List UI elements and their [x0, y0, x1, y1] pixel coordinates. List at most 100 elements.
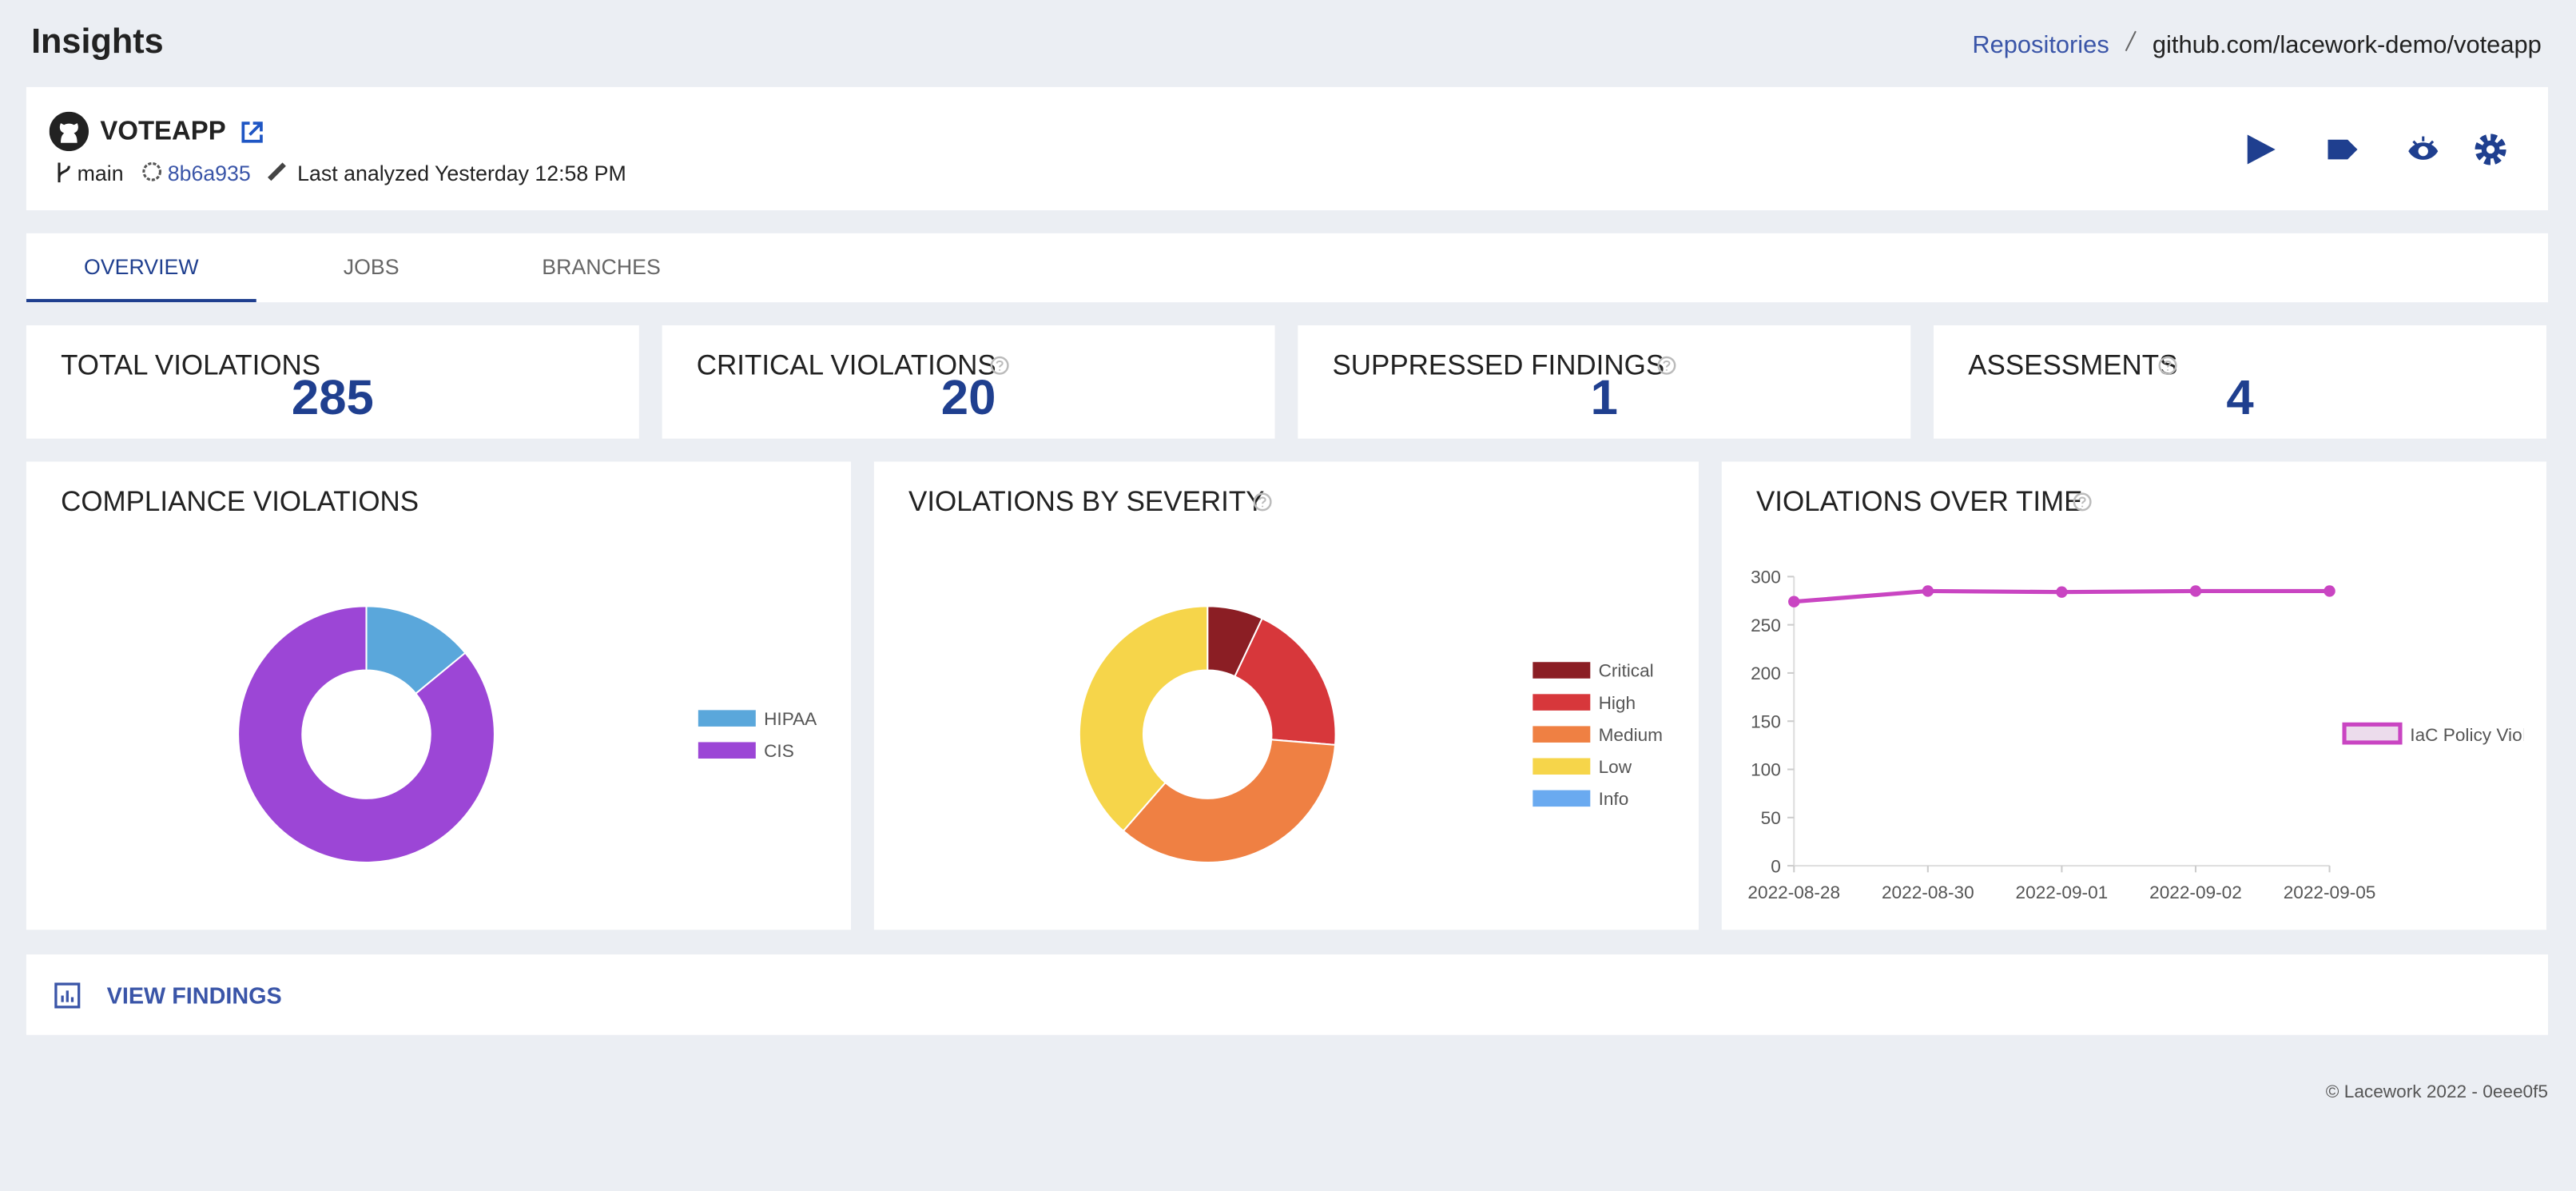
legend-swatch: [698, 710, 756, 727]
x-tick-label: 2022-09-05: [2284, 882, 2376, 902]
chart: HIPAA CIS: [237, 605, 817, 863]
page-title: Insights: [31, 22, 164, 62]
help-circle: [2158, 356, 2177, 375]
stat-label: SUPPRESSED FINDINGS: [1332, 349, 1665, 381]
chart-title: VIOLATIONS OVER TIME: [1755, 486, 2083, 518]
settings-button[interactable]: [2474, 133, 2506, 165]
legend-swatch: [698, 742, 756, 759]
help-icon: [2158, 356, 2177, 375]
github-icon: [49, 111, 89, 152]
legend-label: High: [1599, 693, 1636, 713]
stat-label: CRITICAL VIOLATIONS: [696, 349, 996, 381]
chart-card: COMPLIANCE VIOLATIONS HIPAA CIS: [26, 461, 852, 930]
tab-bar: OVERVIEW JOBS BRANCHES: [26, 233, 2549, 303]
help-mark: [996, 360, 1004, 371]
help-circle: [1657, 356, 1676, 375]
footer: © Lacework 2022 - 0eee0f5: [2325, 1082, 2549, 1103]
y-tick-label: 0: [1771, 856, 1781, 876]
view-findings[interactable]: VIEW FINDINGS: [26, 954, 2549, 1035]
stat-card: CRITICAL VIOLATIONS 20: [662, 325, 1275, 439]
last-analyzed: Last analyzed Yesterday 12:58 PM: [297, 161, 626, 186]
watch-button[interactable]: [2407, 135, 2439, 165]
legend-label: Medium: [1599, 725, 1663, 745]
external-link[interactable]: [240, 120, 264, 145]
tab[interactable]: JOBS: [343, 254, 400, 280]
point: [2189, 585, 2202, 597]
stat-label: ASSESSMENTS: [1968, 349, 2178, 381]
point: [2056, 586, 2068, 598]
repo-name: VOTEAPP: [100, 118, 226, 146]
help-circle: [2073, 492, 2092, 512]
view-findings-label[interactable]: VIEW FINDINGS: [106, 982, 282, 1009]
breadcrumb-link[interactable]: Repositories: [1972, 31, 2109, 59]
donut-slice: [1234, 617, 1337, 747]
analyze-icon: [268, 162, 286, 181]
run-button[interactable]: [2244, 133, 2277, 165]
help-circle: [1253, 492, 1272, 512]
chart: 0 50 100 150 200 250 300 2022-08-28 2022-08-30 20…: [1747, 568, 2523, 903]
x-tick-label: 2022-09-01: [2016, 882, 2109, 902]
legend-label: Low: [1599, 757, 1632, 777]
help-circle: [990, 356, 1009, 375]
y-tick-label: 250: [1751, 615, 1781, 635]
chart-title: VIOLATIONS BY SEVERITY: [908, 486, 1265, 518]
y-tick-label: 100: [1751, 760, 1781, 780]
tab[interactable]: BRANCHES: [542, 254, 661, 280]
chart-card: VIOLATIONS BY SEVERITY Critical High Medium…: [873, 461, 1699, 930]
help-mark: [2078, 496, 2086, 508]
legend-label: IaC Policy Viola: [2410, 725, 2523, 745]
help-mark: [2164, 360, 2172, 371]
stat-card: TOTAL VIOLATIONS 285: [26, 325, 639, 439]
legend-swatch: [1532, 694, 1591, 711]
separator: [2125, 30, 2137, 52]
stat-value: 4: [2226, 371, 2254, 426]
stat-value: 285: [291, 371, 374, 426]
stat-card: ASSESSMENTS 4: [1934, 325, 2546, 439]
legend-label: CIS: [764, 741, 794, 761]
help-mark: [1663, 360, 1671, 371]
commit[interactable]: 8b6a935: [167, 161, 251, 186]
legend-swatch: [1532, 790, 1591, 807]
branch-icon: [58, 162, 70, 183]
y-tick-label: 300: [1751, 568, 1781, 588]
stat-value: 20: [940, 371, 996, 426]
help-icon: [1657, 356, 1676, 375]
findings-icon: [54, 982, 81, 1009]
y-tick-label: 200: [1751, 663, 1781, 683]
legend-label: Critical: [1599, 661, 1654, 681]
stat-label: TOTAL VIOLATIONS: [61, 349, 321, 381]
repo-header: VOTEAPP main 8b6a935 Last analyzed Yeste…: [26, 86, 2549, 211]
donut-slice: [237, 605, 495, 863]
x-tick-label: 2022-09-02: [2149, 882, 2242, 902]
legend-swatch: [1532, 662, 1591, 679]
commit-icon: [142, 161, 162, 181]
help-icon: [990, 356, 1009, 375]
point: [1922, 585, 1934, 597]
x-tick-label: 2022-08-28: [1747, 882, 1840, 902]
breadcrumb: Repositories github.com/lacework-demo/vo…: [1972, 30, 2542, 59]
help-icon: [2073, 492, 2092, 512]
point: [2324, 585, 2335, 597]
help-mark: [1258, 496, 1266, 508]
legend-label: HIPAA: [764, 709, 817, 729]
donut-slice: [1078, 605, 1209, 833]
tab[interactable]: OVERVIEW: [26, 233, 256, 303]
legend-label: Info: [1599, 789, 1629, 809]
stat-value: 1: [1590, 371, 1618, 426]
legend-swatch: [2342, 722, 2403, 745]
x-tick-label: 2022-08-30: [1882, 882, 1974, 902]
chart-title: COMPLIANCE VIOLATIONS: [61, 486, 419, 518]
help-icon: [1253, 492, 1272, 512]
y-tick-label: 50: [1761, 808, 1781, 828]
stat-card: SUPPRESSED FINDINGS 1: [1298, 325, 1911, 439]
donut-slice: [1122, 739, 1337, 864]
chart-card: VIOLATIONS OVER TIME 0 50 100 150 200 250 300 20…: [1721, 461, 2546, 930]
legend-swatch: [1532, 758, 1591, 775]
branch: main: [77, 161, 124, 186]
breadcrumb-current: github.com/lacework-demo/voteapp: [2152, 31, 2542, 59]
chart: Critical High Medium Low Info: [1078, 605, 1663, 864]
y-tick-label: 150: [1751, 711, 1781, 731]
tag-button[interactable]: [2326, 137, 2359, 163]
